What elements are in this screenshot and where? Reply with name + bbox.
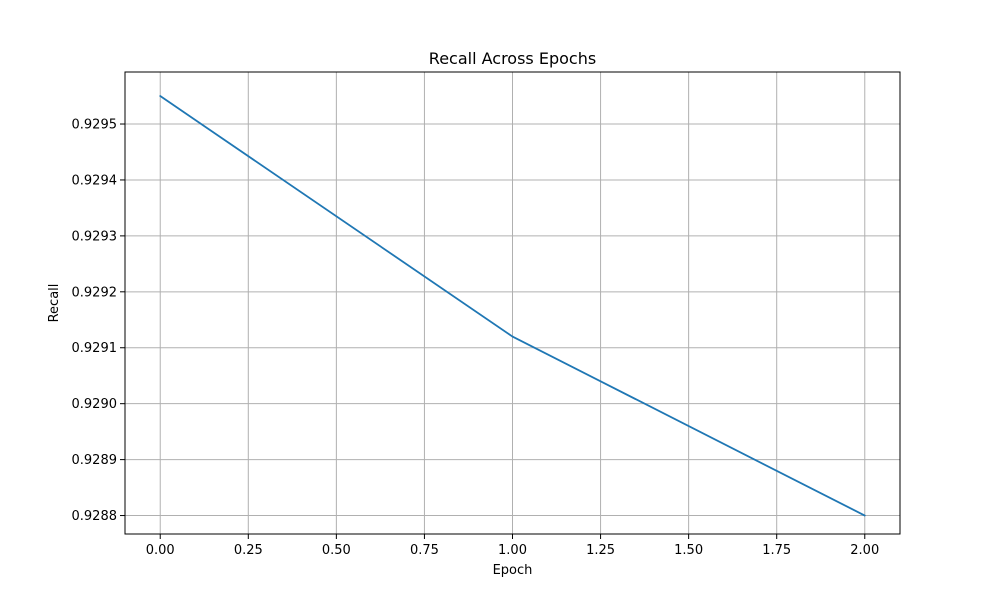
grid-layer xyxy=(125,72,900,534)
x-tick-label: 1.50 xyxy=(674,543,703,558)
data-point xyxy=(511,335,514,338)
x-tick-label: 0.25 xyxy=(234,543,263,558)
y-tick-label: 0.9288 xyxy=(72,509,118,524)
series-layer xyxy=(159,95,866,517)
x-tick-label: 0.00 xyxy=(146,543,175,558)
x-tick-label: 2.00 xyxy=(850,543,879,558)
x-axis-label: Epoch xyxy=(493,563,533,578)
data-point xyxy=(863,514,866,517)
y-tick-label: 0.9291 xyxy=(72,341,118,356)
y-tick-label: 0.9290 xyxy=(72,397,118,412)
y-tick-label: 0.9295 xyxy=(72,118,118,133)
y-tick-label: 0.9292 xyxy=(72,285,118,300)
y-tick-label: 0.9294 xyxy=(72,173,118,188)
data-point xyxy=(159,95,162,97)
y-axis-ticks: 0.9288 0.9289 0.9290 0.9291 0.9292 0.9293 0.92… xyxy=(72,118,125,524)
y-tick-label: 0.9289 xyxy=(72,453,118,468)
y-axis-label: Recall xyxy=(47,284,62,323)
y-tick-label: 0.9293 xyxy=(72,229,118,244)
x-tick-label: 0.50 xyxy=(322,543,351,558)
x-tick-label: 1.25 xyxy=(586,543,615,558)
x-tick-label: 1.00 xyxy=(498,543,527,558)
x-axis-ticks: 0.00 0.25 0.50 0.75 1.00 1.25 1.50 1.75 2.00 xyxy=(146,534,879,558)
x-tick-label: 1.75 xyxy=(762,543,791,558)
chart-title: Recall Across Epochs xyxy=(429,49,596,68)
x-tick-label: 0.75 xyxy=(410,543,439,558)
